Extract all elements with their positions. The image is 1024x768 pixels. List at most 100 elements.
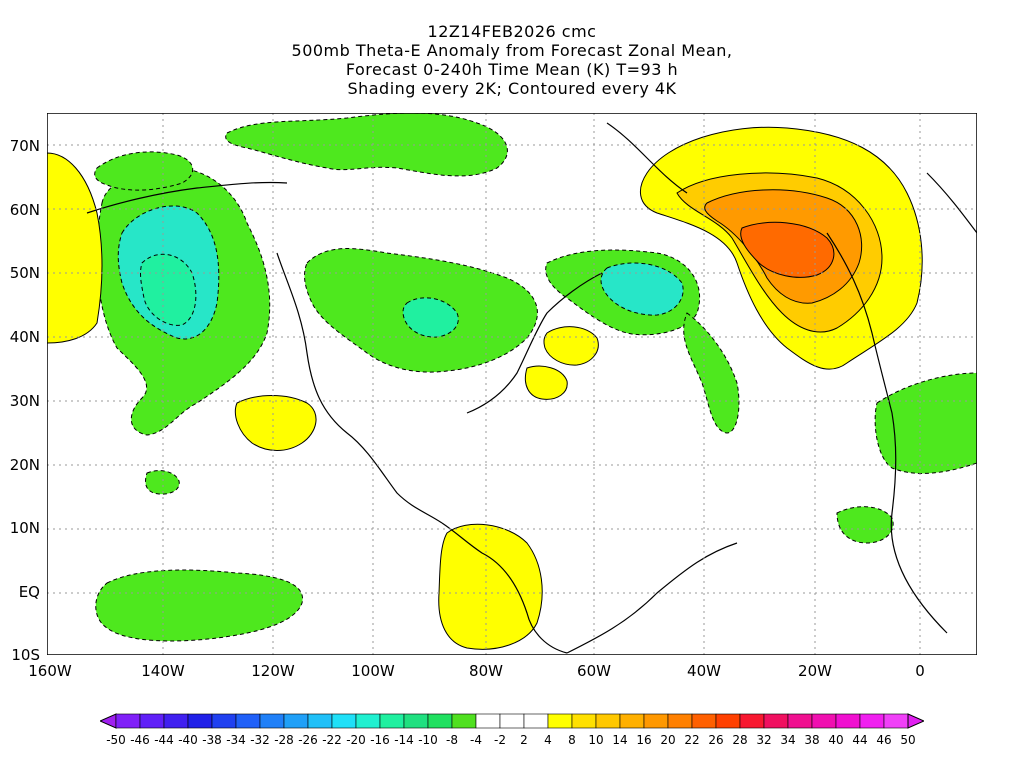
colorbar-tick-label: -20 (346, 733, 366, 747)
colorbar-swatch (355, 713, 381, 729)
colorbar-tick-label: 50 (900, 733, 916, 747)
colorbar-arrow-right (907, 713, 924, 729)
lon-label: 40W (687, 662, 721, 680)
colorbar-swatch (883, 713, 909, 729)
colorbar-swatch (715, 713, 741, 729)
colorbar (100, 713, 924, 729)
anomaly-region-atlantic-darkorange (740, 221, 835, 278)
colorbar-swatch (283, 713, 309, 729)
lat-label: 50N (9, 264, 40, 282)
colorbar-tick-label: -4 (470, 733, 482, 747)
anomaly-region-pacific-green-small (145, 470, 180, 495)
colorbar-swatch (667, 713, 693, 729)
anomaly-region-tropical-pacific-green (95, 569, 303, 642)
anomaly-region-africa-green (874, 372, 977, 474)
colorbar-swatch (835, 713, 861, 729)
colorbar-tick-label: 8 (568, 733, 576, 747)
anomaly-region-arctic-green-2 (94, 151, 194, 191)
colorbar-tick-label: -28 (274, 733, 294, 747)
colorbar-tick-label: 16 (636, 733, 652, 747)
colorbar-tick-label: -46 (130, 733, 150, 747)
colorbar-tick-label: -16 (370, 733, 390, 747)
anomaly-region-africa-green-small (836, 506, 894, 544)
lat-label: 30N (9, 392, 40, 410)
colorbar-tick-label: 10 (588, 733, 604, 747)
colorbar-swatch (379, 713, 405, 729)
colorbar-swatch (499, 713, 525, 729)
colorbar-tick-label: -14 (394, 733, 414, 747)
colorbar-swatch (523, 713, 549, 729)
colorbar-tick-label: 32 (756, 733, 772, 747)
colorbar-tick-label: -32 (250, 733, 270, 747)
colorbar-tick-label: 20 (660, 733, 676, 747)
graticule (47, 113, 977, 655)
colorbar-tick-label: 44 (852, 733, 868, 747)
colorbar-tick-label: 40 (828, 733, 844, 747)
colorbar-tick-label: -10 (418, 733, 438, 747)
colorbar-swatch (643, 713, 669, 729)
lon-label: 120W (251, 662, 295, 680)
colorbar-tick-label: -40 (178, 733, 198, 747)
colorbar-tick-label: -50 (106, 733, 126, 747)
colorbar-swatch (259, 713, 285, 729)
colorbar-swatch (595, 713, 621, 729)
colorbar-swatch (139, 713, 165, 729)
colorbar-swatch (619, 713, 645, 729)
colorbar-tick-label: -38 (202, 733, 222, 747)
colorbar-swatch (115, 713, 141, 729)
colorbar-swatch (427, 713, 453, 729)
colorbar-swatch (571, 713, 597, 729)
anomaly-region-atlantic-yellow-small-2 (524, 365, 568, 400)
colorbar-swatch (163, 713, 189, 729)
colorbar-swatch (739, 713, 765, 729)
anomaly-region-pacific-teal (140, 253, 197, 326)
colorbar-tick-label: -34 (226, 733, 246, 747)
colorbar-swatch (403, 713, 429, 729)
anomaly-region-mexico-yellow (234, 395, 317, 451)
lat-label: 40N (9, 328, 40, 346)
lon-label: 60W (577, 662, 611, 680)
colorbar-tick-label: 22 (684, 733, 700, 747)
lat-label: 60N (9, 201, 40, 219)
lon-label: 0 (915, 662, 925, 680)
title-line-2: 500mb Theta-E Anomaly from Forecast Zona… (291, 41, 733, 60)
lon-label: 80W (469, 662, 503, 680)
coastlines (86, 122, 977, 654)
lat-label: EQ (18, 583, 40, 601)
colorbar-swatch (211, 713, 237, 729)
colorbar-swatch (763, 713, 789, 729)
colorbar-tick-label: -8 (446, 733, 458, 747)
colorbar-tick-label: -44 (154, 733, 174, 747)
anomaly-region-west-yellow (47, 152, 103, 344)
lat-label: 70N (9, 137, 40, 155)
colorbar-tick-label: 46 (876, 733, 892, 747)
lat-label: 10S (11, 646, 40, 664)
lon-label: 160W (28, 662, 72, 680)
colorbar-tick-label: 14 (612, 733, 628, 747)
lon-label: 20W (798, 662, 832, 680)
title-line-1: 12Z14FEB2026 cmc (427, 22, 597, 41)
colorbar-tick-label: 28 (732, 733, 748, 747)
anomaly-region-caribbean-yellow (438, 523, 543, 650)
lat-label: 10N (9, 519, 40, 537)
map-title-block: 12Z14FEB2026 cmc 500mb Theta-E Anomaly f… (0, 22, 1024, 98)
colorbar-swatch (859, 713, 885, 729)
colorbar-swatch (787, 713, 813, 729)
map-plot (47, 113, 977, 655)
colorbar-swatch (475, 713, 501, 729)
lon-label: 140W (141, 662, 185, 680)
colorbar-arrow-left (100, 713, 117, 729)
colorbar-tick-label: 26 (708, 733, 724, 747)
colorbar-swatch (235, 713, 261, 729)
lat-label: 20N (9, 456, 40, 474)
colorbar-tick-label: 34 (780, 733, 796, 747)
lon-label: 100W (351, 662, 395, 680)
anomaly-region-atlantic-yellow-small (543, 326, 599, 366)
anomaly-region-arctic-green (225, 113, 508, 177)
colorbar-swatch (331, 713, 357, 729)
colorbar-tick-label: 4 (544, 733, 552, 747)
colorbar-swatch (811, 713, 837, 729)
colorbar-swatch (547, 713, 573, 729)
colorbar-swatch (451, 713, 477, 729)
anomaly-region-atlantic-green-tail (683, 312, 740, 434)
